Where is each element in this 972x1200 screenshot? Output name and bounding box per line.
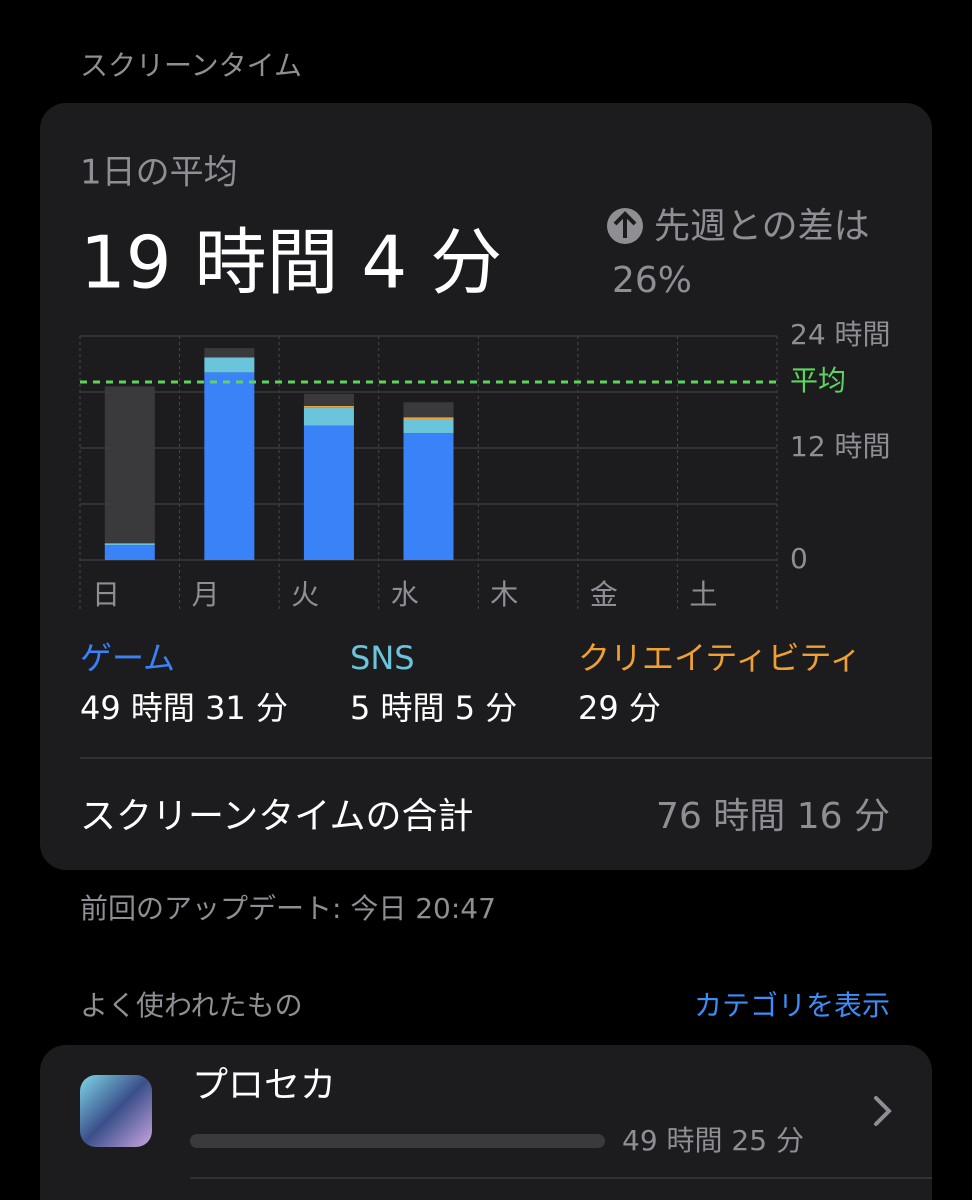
card: [40, 103, 932, 870]
bar-segment: [403, 420, 454, 434]
updated: 前回のアップデート: 今日 20:47: [80, 892, 496, 925]
legend-total: 29 分: [578, 689, 661, 727]
most-used-title: よく使われたもの: [80, 989, 303, 1022]
app-time: 49 時間 25 分: [622, 1124, 804, 1157]
legend-total: 49 時間 31 分: [80, 689, 288, 727]
total-label: スクリーンタイムの合計: [80, 796, 473, 837]
up-arrow: [613, 211, 637, 238]
section-title: スクリーンタイム: [80, 49, 302, 82]
category-link[interactable]: カテゴリを表示: [694, 989, 890, 1022]
bar-segment: [104, 386, 155, 544]
total-value: 76 時間 16 分: [656, 796, 890, 837]
app-usage-bar: [190, 1134, 605, 1148]
apps-card: [40, 1045, 932, 1200]
bar-segment: [204, 372, 255, 560]
x-tick-label: 土: [689, 578, 717, 611]
bar-segment: [204, 357, 255, 373]
change-label: 先週との差は: [654, 206, 870, 247]
y-tick-label: 24 時間: [790, 318, 891, 351]
bar-segment: [403, 417, 454, 420]
average-value: 19 時間 4 分: [80, 221, 502, 305]
bar-segment: [303, 406, 354, 408]
legend-name: クリエイティビティ: [578, 639, 862, 677]
x-tick-label: 火: [291, 578, 319, 611]
app-icon: [80, 1075, 152, 1147]
x-tick-label: 日: [92, 578, 120, 611]
x-tick-label: 木: [490, 578, 518, 611]
legend-name: SNS: [350, 639, 415, 677]
bar-segment: [303, 425, 354, 560]
bar-segment: [104, 545, 155, 560]
legend-name: ゲーム: [80, 639, 175, 677]
bar-segment: [303, 393, 354, 406]
bar-segment: [204, 348, 255, 358]
app-name[interactable]: プロセカ: [192, 1065, 336, 1106]
change-value: 26%: [612, 260, 692, 301]
y-tick-label: 12 時間: [790, 430, 891, 463]
average-label: 平均: [790, 364, 846, 397]
x-tick-label: 金: [590, 578, 618, 611]
bar-segment: [403, 402, 454, 418]
average-label: 1日の平均: [80, 153, 238, 193]
bar-segment: [104, 543, 155, 546]
chevron[interactable]: [874, 1096, 892, 1126]
x-tick-label: 月: [192, 578, 220, 611]
bar-segment: [303, 407, 354, 426]
x-tick-label: 水: [391, 578, 419, 611]
y-tick-label: 0: [790, 542, 808, 575]
legend-total: 5 時間 5 分: [350, 689, 517, 727]
bar-segment: [403, 433, 454, 560]
